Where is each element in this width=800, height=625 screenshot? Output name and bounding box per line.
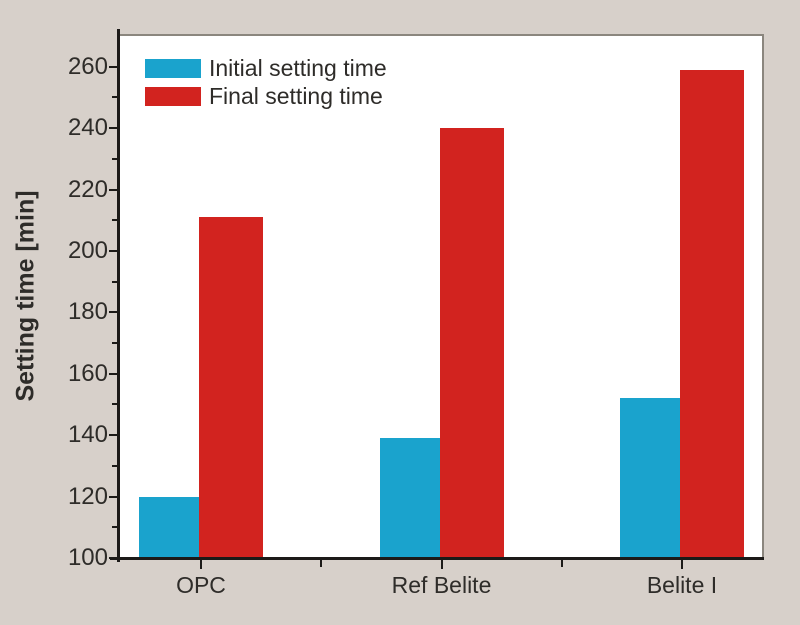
- y-tick-major-160: [109, 372, 118, 375]
- legend-item-final: Final setting time: [145, 83, 387, 110]
- category-label-belite-i: Belite I: [646, 572, 718, 598]
- plot-frame-top: [119, 34, 764, 36]
- y-tick-major-180: [109, 311, 118, 314]
- y-tick-label-260: 260: [67, 52, 108, 80]
- y-tick-major-120: [109, 495, 118, 498]
- x-tick-opc: [200, 560, 202, 569]
- plot-frame-right: [762, 34, 764, 559]
- y-tick-major-140: [109, 434, 118, 437]
- legend: Initial setting time Final setting time: [145, 55, 387, 110]
- bar-initial-setting-time-belite-i: [620, 398, 680, 557]
- y-tick-minor-170: [112, 342, 118, 345]
- y-tick-label-140: 140: [67, 421, 108, 449]
- x-tick-minor-1: [560, 560, 563, 567]
- y-tick-label-180: 180: [67, 298, 108, 326]
- y-tick-label-100: 100: [67, 544, 108, 571]
- y-tick-minor-110: [112, 526, 118, 529]
- legend-item-initial: Initial setting time: [145, 55, 387, 82]
- bar-initial-setting-time-ref-belite: [379, 438, 440, 557]
- y-tick-major-220: [109, 188, 118, 191]
- y-tick-major-100: [109, 557, 118, 559]
- x-tick-belite-i: [681, 560, 683, 569]
- y-axis-line: [117, 29, 120, 562]
- y-tick-minor-210: [112, 219, 118, 222]
- category-label-ref-belite: Ref Belite: [391, 572, 492, 598]
- y-tick-label-220: 220: [67, 175, 108, 203]
- final-setting-time-swatch-icon: [145, 87, 201, 106]
- y-tick-label-120: 120: [67, 482, 108, 510]
- y-tick-minor-150: [112, 403, 118, 406]
- category-label-opc: OPC: [176, 572, 226, 598]
- y-tick-label-240: 240: [67, 114, 108, 142]
- x-tick-minor-0: [320, 560, 323, 567]
- bar-initial-setting-time-opc: [139, 496, 199, 557]
- y-axis-title: Setting time [min]: [11, 190, 40, 402]
- y-tick-label-160: 160: [67, 359, 108, 387]
- bar-final-setting-time-ref-belite: [439, 128, 504, 557]
- bar-final-setting-time-opc: [199, 217, 263, 557]
- y-tick-major-260: [109, 65, 118, 68]
- initial-setting-time-swatch-icon: [145, 59, 201, 78]
- legend-label-final: Final setting time: [209, 83, 383, 109]
- legend-label-initial: Initial setting time: [209, 55, 387, 81]
- y-tick-major-240: [109, 127, 118, 130]
- y-tick-minor-230: [112, 157, 118, 160]
- x-axis-line: [110, 557, 764, 560]
- y-tick-major-200: [109, 249, 118, 252]
- bar-final-setting-time-belite-i: [680, 69, 744, 557]
- y-tick-minor-130: [112, 464, 118, 467]
- y-tick-minor-190: [112, 280, 118, 283]
- y-tick-label-200: 200: [67, 236, 108, 264]
- x-tick-ref-belite: [440, 560, 443, 569]
- y-tick-minor-250: [112, 96, 118, 99]
